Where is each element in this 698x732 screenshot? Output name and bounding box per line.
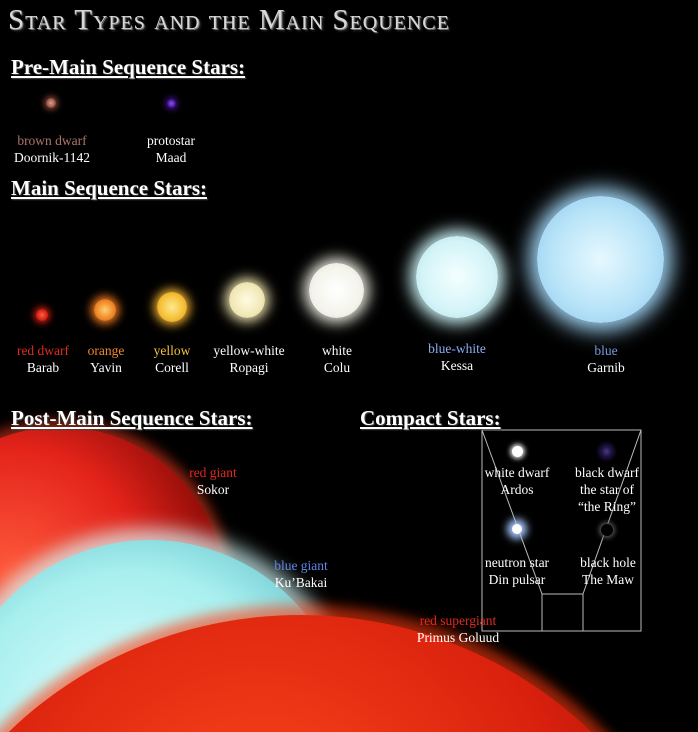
- label-yellow: yellow Corell: [154, 342, 191, 376]
- label-red-giant: red giant Sokor: [189, 464, 237, 498]
- type-yellow-white: yellow-white: [213, 343, 285, 358]
- type-yellow: yellow: [153, 343, 191, 358]
- name-barab: Barab: [26, 360, 60, 375]
- type-red-dwarf: red dwarf: [16, 343, 70, 358]
- name-corell: Corell: [155, 360, 189, 375]
- name-primus-goluud: Primus Goluud: [416, 630, 500, 645]
- label-white: white Colu: [322, 342, 352, 376]
- label-blue-white: blue-white Kessa: [428, 340, 486, 374]
- star-red-dwarf: [36, 309, 48, 321]
- type-orange: orange: [87, 343, 125, 358]
- name-din-pulsar: Din pulsar: [488, 572, 546, 587]
- star-white: [309, 263, 364, 318]
- label-brown-dwarf: brown dwarf Doornik-1142: [14, 132, 90, 166]
- name-doornik: Doornik-1142: [14, 150, 90, 165]
- name-kubakai: Ku’Bakai: [274, 575, 328, 590]
- star-white-dwarf: [512, 446, 523, 457]
- name-kessa: Kessa: [440, 358, 474, 373]
- label-white-dwarf: white dwarf Ardos: [485, 464, 550, 498]
- star-brown-dwarf: [46, 98, 56, 108]
- type-blue: blue: [594, 343, 618, 358]
- heading-compact-stars: Compact Stars:: [360, 406, 501, 430]
- name-the-maw: The Maw: [581, 572, 635, 587]
- type-red-giant: red giant: [189, 465, 237, 480]
- type-black-hole: black hole: [580, 555, 636, 570]
- type-protostar: protostar: [147, 133, 195, 148]
- type-white: white: [322, 343, 352, 358]
- label-red-dwarf: red dwarf Barab: [17, 342, 69, 376]
- star-yellow: [157, 292, 187, 322]
- type-black-dwarf: black dwarf: [574, 465, 640, 480]
- compact-stars-frame: [481, 429, 642, 632]
- type-blue-giant: blue giant: [274, 558, 328, 573]
- label-blue-giant: blue giant Ku’Bakai: [274, 557, 328, 591]
- name-maad: Maad: [155, 150, 187, 165]
- star-neutron-star: [512, 524, 522, 534]
- type-neutron-star: neutron star: [484, 555, 550, 570]
- star-blue: [537, 196, 664, 323]
- label-black-dwarf: black dwarf the star of “the Ring”: [575, 464, 639, 515]
- label-yellow-white: yellow-white Ropagi: [213, 342, 284, 376]
- name-star-of: the star of: [580, 482, 634, 497]
- type-blue-white: blue-white: [428, 341, 486, 356]
- red-supergiant-primus-goluud: [8, 615, 592, 732]
- star-blue-white: [416, 236, 498, 318]
- star-protostar: [167, 99, 176, 108]
- name-the-ring: “the Ring”: [577, 499, 637, 514]
- heading-post-main-sequence: Post-Main Sequence Stars:: [11, 406, 253, 430]
- label-neutron-star: neutron star Din pulsar: [485, 554, 549, 588]
- page-title: Star Types and the Main Sequence: [8, 4, 450, 36]
- name-ardos: Ardos: [500, 482, 534, 497]
- name-ropagi: Ropagi: [229, 360, 269, 375]
- label-blue: blue Garnib: [587, 342, 625, 376]
- star-orange: [94, 299, 116, 321]
- name-garnib: Garnib: [587, 360, 625, 375]
- label-orange: orange Yavin: [88, 342, 125, 376]
- heading-main-sequence: Main Sequence Stars:: [11, 176, 207, 200]
- type-brown-dwarf: brown dwarf: [17, 133, 87, 148]
- star-yellow-white: [229, 282, 265, 318]
- label-black-hole: black hole The Maw: [580, 554, 636, 588]
- star-black-hole: [601, 524, 613, 536]
- heading-pre-main-sequence: Pre-Main Sequence Stars:: [11, 55, 246, 79]
- name-yavin: Yavin: [90, 360, 122, 375]
- type-white-dwarf: white dwarf: [484, 465, 550, 480]
- name-sokor: Sokor: [196, 482, 230, 497]
- label-protostar: protostar Maad: [147, 132, 195, 166]
- star-black-dwarf: [601, 446, 612, 457]
- name-colu: Colu: [323, 360, 351, 375]
- type-red-supergiant: red supergiant: [419, 613, 497, 628]
- label-red-supergiant: red supergiant Primus Goluud: [417, 612, 499, 646]
